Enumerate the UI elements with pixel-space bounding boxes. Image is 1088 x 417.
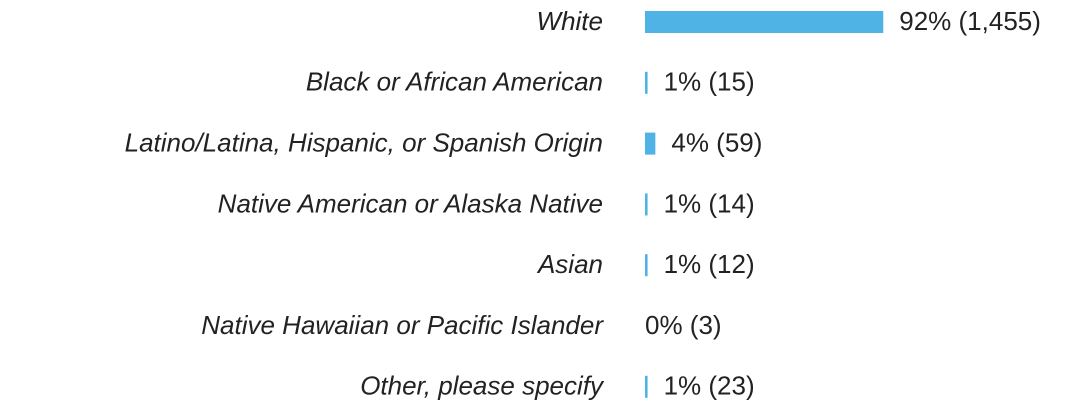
value-label: 1% (14) <box>664 188 755 218</box>
bar <box>645 132 656 155</box>
bar <box>645 71 648 94</box>
category-label: Native Hawaiian or Pacific Islander <box>201 310 604 340</box>
value-label: 1% (15) <box>664 67 755 97</box>
bar <box>645 11 884 33</box>
bar <box>645 375 648 398</box>
bar <box>645 254 648 277</box>
bar <box>645 193 648 216</box>
category-label: Black or African American <box>306 67 603 97</box>
category-label: White <box>537 6 603 36</box>
category-label: Asian <box>536 249 603 279</box>
value-label: 4% (59) <box>671 127 762 157</box>
category-label: Other, please specify <box>360 371 605 401</box>
value-label: 92% (1,455) <box>899 6 1041 36</box>
category-label: Latino/Latina, Hispanic, or Spanish Orig… <box>125 127 603 157</box>
value-label: 1% (12) <box>664 249 755 279</box>
value-label: 1% (23) <box>664 371 755 401</box>
value-label: 0% (3) <box>645 310 722 340</box>
category-label: Native American or Alaska Native <box>218 188 603 218</box>
